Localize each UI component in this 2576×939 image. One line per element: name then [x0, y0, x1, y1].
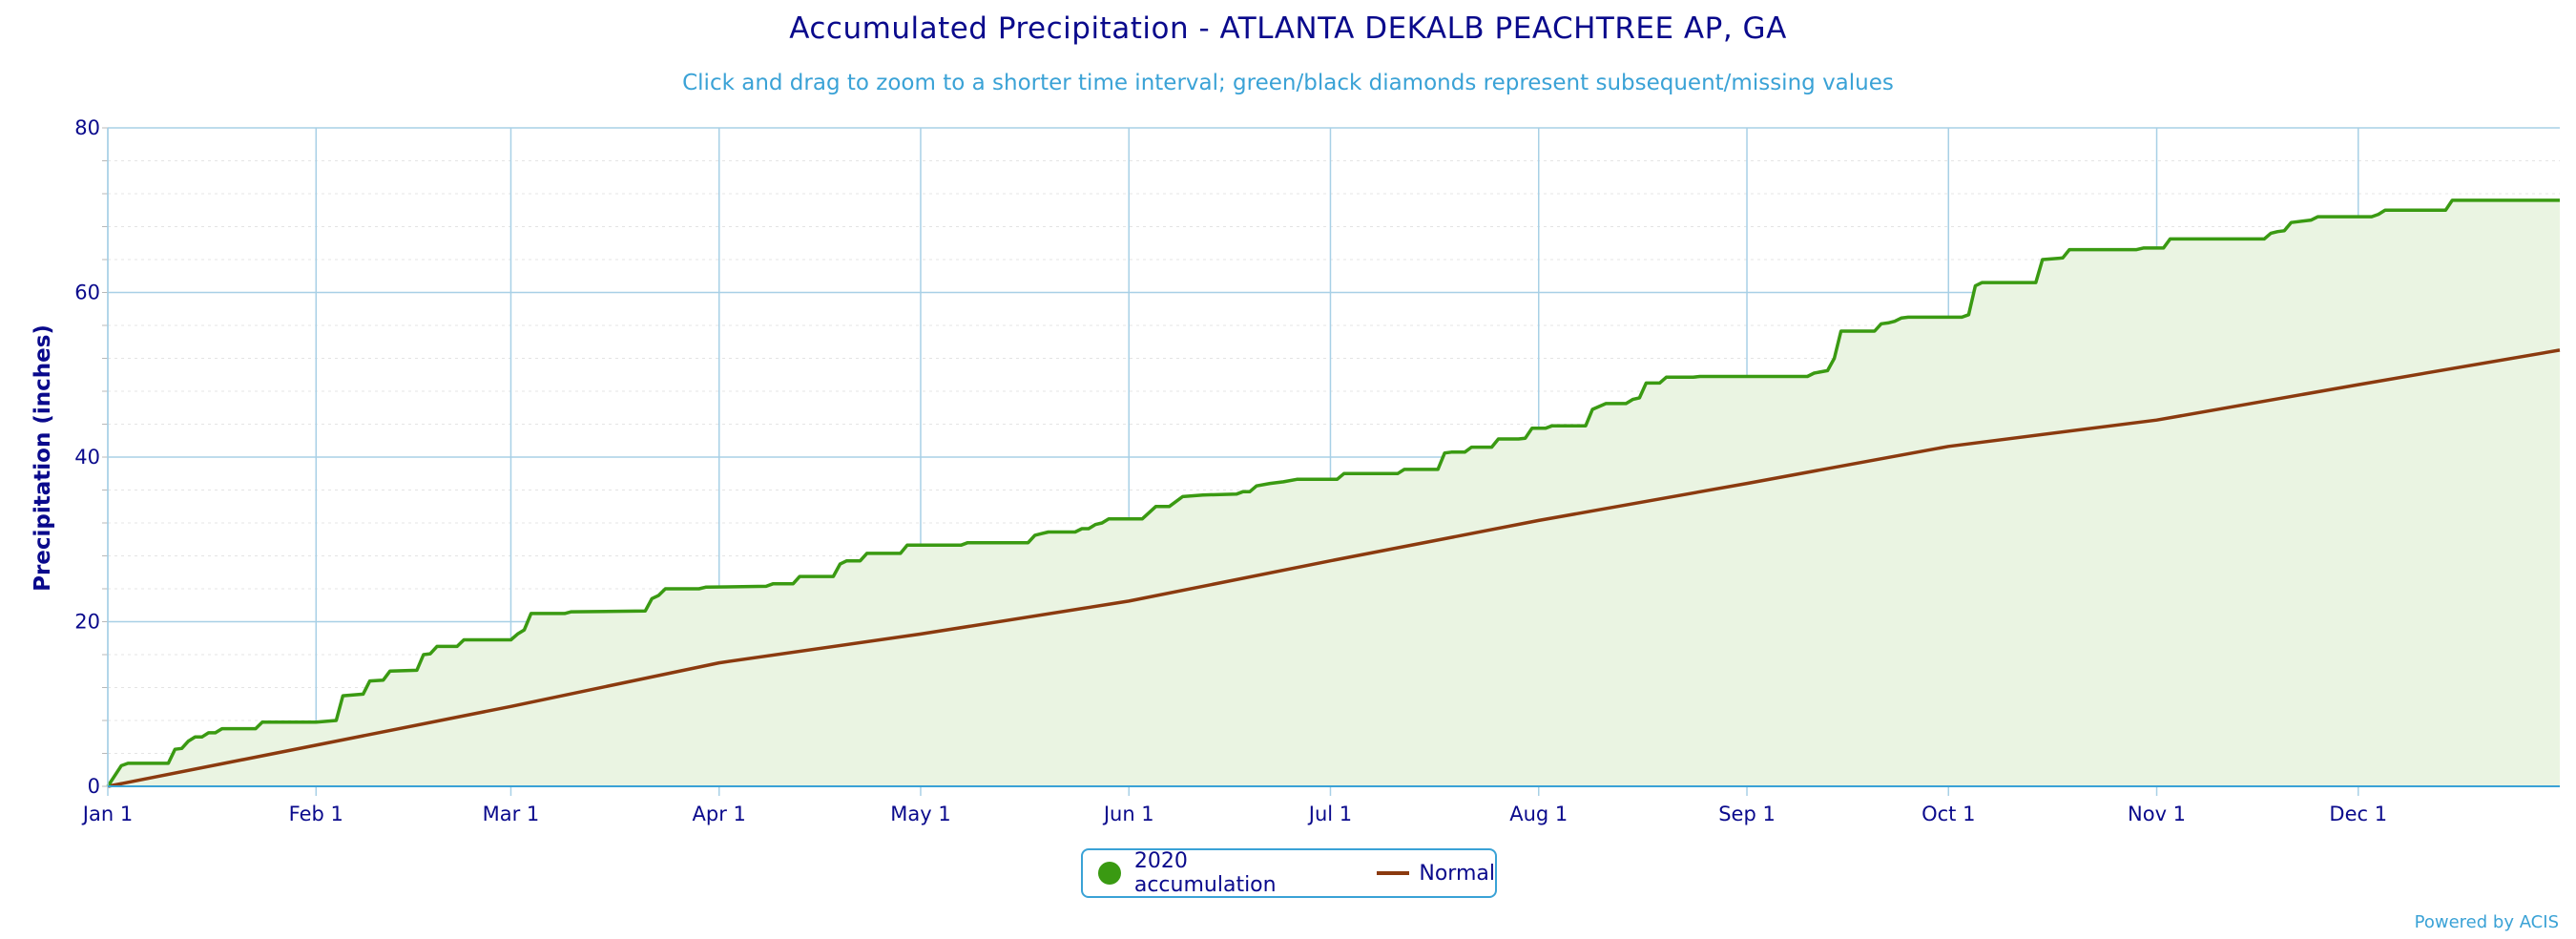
chart-subtitle: Click and drag to zoom to a shorter time…: [682, 71, 1894, 95]
x-tick-label: Mar 1: [483, 803, 540, 825]
x-tick-label: Aug 1: [1509, 803, 1568, 825]
y-tick-label: 40: [74, 446, 100, 469]
normal-series-line: [107, 348, 2561, 788]
y-tick-label: 20: [74, 611, 100, 634]
axes: [102, 127, 2560, 796]
x-tick-label: Jul 1: [1307, 803, 1352, 825]
accumulation-area-fill: [108, 199, 2560, 786]
y-tick-label: 80: [74, 116, 100, 139]
x-tick-label: Nov 1: [2128, 803, 2186, 825]
tick-labels: 0 20 40 60 80 Jan 1 Feb 1 Mar 1 Apr 1 May 1 Jun 1 J…: [74, 116, 2387, 825]
legend-label: 2020 accumulation: [1133, 849, 1277, 897]
y-tick-label: 60: [74, 282, 100, 304]
x-tick-label: Dec 1: [2329, 803, 2387, 825]
credits-link[interactable]: Powered by ACIS: [2414, 912, 2559, 932]
legend-item-2020-accumulation[interactable]: 2020 accumulation: [1098, 849, 1335, 897]
legend-item-normal[interactable]: Normal: [1377, 862, 1495, 886]
x-tick-label: Sep 1: [1718, 803, 1776, 825]
x-tick-label: Jan 1: [81, 803, 133, 825]
legend-circle-icon: [1098, 862, 1121, 885]
legend: 2020 accumulation Normal: [1081, 848, 1497, 898]
chart-title: Accumulated Precipitation - ATLANTA DEKA…: [789, 11, 1787, 46]
x-tick-label: Oct 1: [1922, 803, 1975, 825]
y-tick-label: 0: [88, 775, 100, 798]
legend-label: Normal: [1419, 861, 1495, 886]
accumulation-series-line: [106, 198, 2560, 787]
legend-line-icon: [1377, 871, 1410, 875]
x-tick-label: Jun 1: [1102, 803, 1154, 825]
x-tick-label: Feb 1: [289, 803, 343, 825]
x-tick-label: Apr 1: [693, 803, 746, 825]
x-tick-label: May 1: [890, 803, 950, 825]
series-layer: [106, 198, 2561, 788]
y-axis-title: Precipitation (inches): [31, 324, 55, 592]
